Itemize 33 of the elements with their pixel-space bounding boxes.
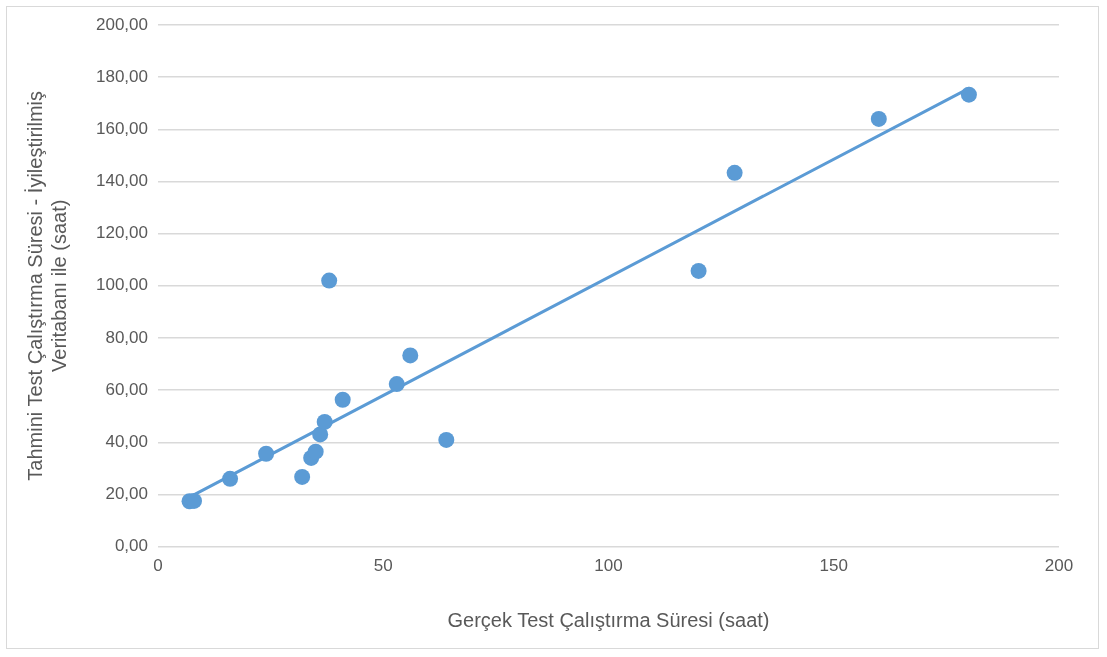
x-tick-label: 0 xyxy=(153,556,163,576)
x-tick-label: 200 xyxy=(1044,556,1074,576)
y-axis-title: Tahmini Test Çalıştırma Süresi - İyileştirilmiş Veritabanı ile (saat) xyxy=(23,90,70,481)
point xyxy=(316,413,333,430)
x-axis-title: Gerçek Test Çalıştırma Süresi (saat) xyxy=(447,608,770,631)
point xyxy=(222,470,239,487)
y-tick-label: 120,00 xyxy=(96,223,148,243)
y-tick-label: 140,00 xyxy=(96,171,148,191)
point xyxy=(960,86,977,103)
x-tick-label: 150 xyxy=(819,556,848,576)
point xyxy=(690,262,707,279)
y-tick-label: 0,00 xyxy=(114,536,148,556)
point xyxy=(312,426,329,443)
point xyxy=(402,347,419,364)
y-tick-label: 60,00 xyxy=(105,379,148,399)
y-tick-label: 200,00 xyxy=(96,14,148,34)
point xyxy=(388,376,405,393)
point xyxy=(294,468,311,485)
point xyxy=(258,445,275,462)
point xyxy=(334,391,351,408)
y-tick-label: 80,00 xyxy=(105,327,148,347)
y-tick-label: 40,00 xyxy=(105,431,148,451)
point xyxy=(726,164,743,181)
y-tick-label: 160,00 xyxy=(96,119,148,139)
x-tick-label: 100 xyxy=(594,556,623,576)
point xyxy=(870,110,887,127)
y-tick-label: 20,00 xyxy=(105,484,148,504)
point xyxy=(438,431,455,448)
y-tick-label: 100,00 xyxy=(96,275,148,295)
point xyxy=(321,272,338,289)
x-tick-label: 50 xyxy=(373,556,393,576)
y-tick-label: 180,00 xyxy=(96,66,148,86)
point xyxy=(307,443,324,460)
